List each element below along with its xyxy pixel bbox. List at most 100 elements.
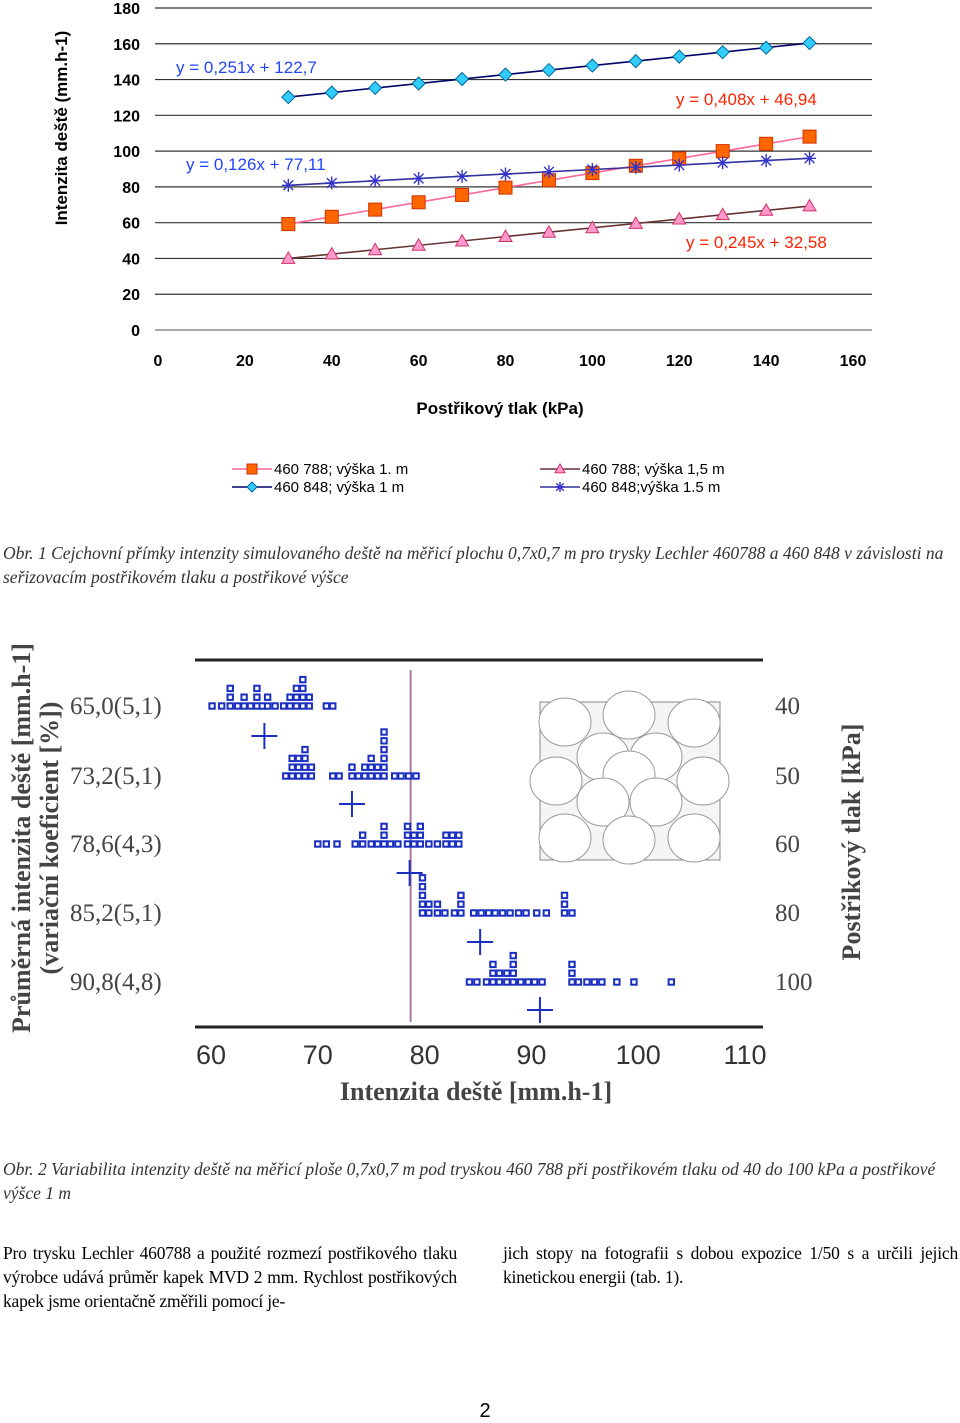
- data-point: [292, 684, 301, 693]
- data-point: [509, 978, 517, 986]
- nozzle-circle: [629, 777, 683, 827]
- nozzle-circle: [676, 756, 730, 806]
- regression-equations: y = 0,408x + 46,94 y = 0,251x + 122,7 y = …: [176, 58, 827, 252]
- data-point: [217, 702, 226, 710]
- data-point: [292, 693, 301, 701]
- data-point: [560, 891, 569, 900]
- x-tick-label: 80: [410, 1040, 440, 1070]
- data-point: [380, 745, 388, 754]
- data-point: [542, 909, 551, 917]
- data-point: [373, 772, 382, 780]
- data-point: [759, 136, 774, 151]
- nozzle-circle: [667, 813, 721, 863]
- data-point: [506, 909, 514, 917]
- x-tick-label: 160: [840, 353, 867, 370]
- regression-equation: y = 0,126x + 77,11: [186, 155, 326, 174]
- x-tick-label: 90: [516, 1040, 546, 1070]
- y-tick-label: 0: [131, 323, 140, 340]
- x-tick-label: 100: [616, 1040, 661, 1070]
- mean-marker: [526, 997, 553, 1023]
- data-point: [473, 978, 481, 986]
- data-point: [263, 702, 272, 710]
- data-point: [457, 891, 465, 900]
- data-point: [324, 209, 339, 224]
- data-point: [294, 754, 303, 763]
- data-point: [286, 702, 294, 710]
- mean-marker: [467, 929, 494, 955]
- y-tick-labels: 0 20 40 60 80 100 120 140 160 180: [113, 1, 140, 340]
- y-tick-label: 40: [122, 251, 140, 268]
- data-point: [759, 154, 773, 168]
- data-point: [560, 909, 569, 917]
- data-point: [425, 900, 433, 908]
- data-point: [253, 684, 261, 693]
- data-point: [568, 978, 576, 986]
- data-point: [358, 840, 367, 848]
- data-point: [448, 840, 457, 848]
- data-point: [457, 909, 465, 917]
- data-point: [301, 763, 309, 771]
- row-label-right: 60: [775, 831, 800, 858]
- y-axis-label: Intenzita deště (mm.h-1): [52, 31, 71, 226]
- data-point: [802, 129, 817, 144]
- data-point: [307, 772, 316, 780]
- data-point: [495, 969, 504, 977]
- legend-label: 460 788; výška 1,5 m: [582, 461, 725, 478]
- data-point: [560, 900, 569, 908]
- data-point: [380, 728, 388, 736]
- row-label-right: 50: [775, 763, 800, 790]
- nozzle-layout-inset: [529, 690, 730, 865]
- data-point: [234, 702, 242, 710]
- data-point: [484, 909, 493, 917]
- data-point: [208, 702, 216, 710]
- x-tick-label: 80: [497, 353, 515, 370]
- x-tick-label: 110: [723, 1040, 766, 1070]
- data-point: [517, 978, 525, 986]
- data-point: [433, 909, 442, 917]
- data-point: [373, 763, 382, 771]
- regression-equation: y = 0,245x + 32,58: [686, 233, 827, 252]
- data-point: [324, 246, 340, 260]
- row-label-right: 100: [775, 969, 813, 996]
- data-point: [672, 158, 686, 172]
- data-point: [522, 909, 530, 917]
- data-point: [361, 772, 369, 780]
- data-point: [628, 216, 644, 229]
- row-label-left: 73,2(5,1): [70, 763, 162, 790]
- data-point: [299, 684, 307, 693]
- data-point: [288, 772, 296, 780]
- y-tick-label: 20: [122, 287, 140, 304]
- data-point: [568, 969, 576, 977]
- right-axis-label: Postřikový tlak [kPa]: [837, 724, 866, 961]
- x-tick-label: 100: [579, 353, 606, 370]
- data-point: [301, 754, 309, 763]
- data-point: [585, 220, 600, 234]
- data-point: [301, 772, 309, 780]
- data-point: [465, 978, 474, 986]
- data-point: [288, 763, 296, 771]
- data-point: [514, 909, 523, 917]
- x-tick-label: 60: [196, 1040, 226, 1070]
- data-point: [279, 702, 288, 710]
- data-point: [630, 978, 638, 986]
- data-point: [314, 840, 322, 848]
- mean-marker: [338, 791, 365, 817]
- y-axis-label-2: (variační koeficient [%]): [35, 702, 64, 975]
- data-point: [489, 960, 497, 969]
- data-point: [281, 89, 296, 105]
- data-point: [348, 772, 356, 780]
- x-tick-label: 20: [236, 353, 254, 370]
- row-labels-left: 65,0(5,1) 73,2(5,1) 78,6(4,3) 85,2(5,1) 90,8…: [70, 693, 162, 996]
- data-point: [489, 969, 497, 977]
- data-point: [495, 978, 504, 986]
- data-point: [491, 909, 499, 917]
- y-tick-label: 160: [113, 37, 140, 54]
- legend-label: 460 848;výška 1.5 m: [582, 479, 720, 496]
- nozzle-circle: [529, 756, 583, 806]
- data-point: [403, 840, 412, 848]
- legend-label: 460 848; výška 1 m: [274, 479, 404, 496]
- row-label-right: 80: [775, 900, 800, 927]
- data-point: [351, 840, 359, 848]
- data-point: [410, 831, 418, 839]
- data-points: [208, 675, 676, 986]
